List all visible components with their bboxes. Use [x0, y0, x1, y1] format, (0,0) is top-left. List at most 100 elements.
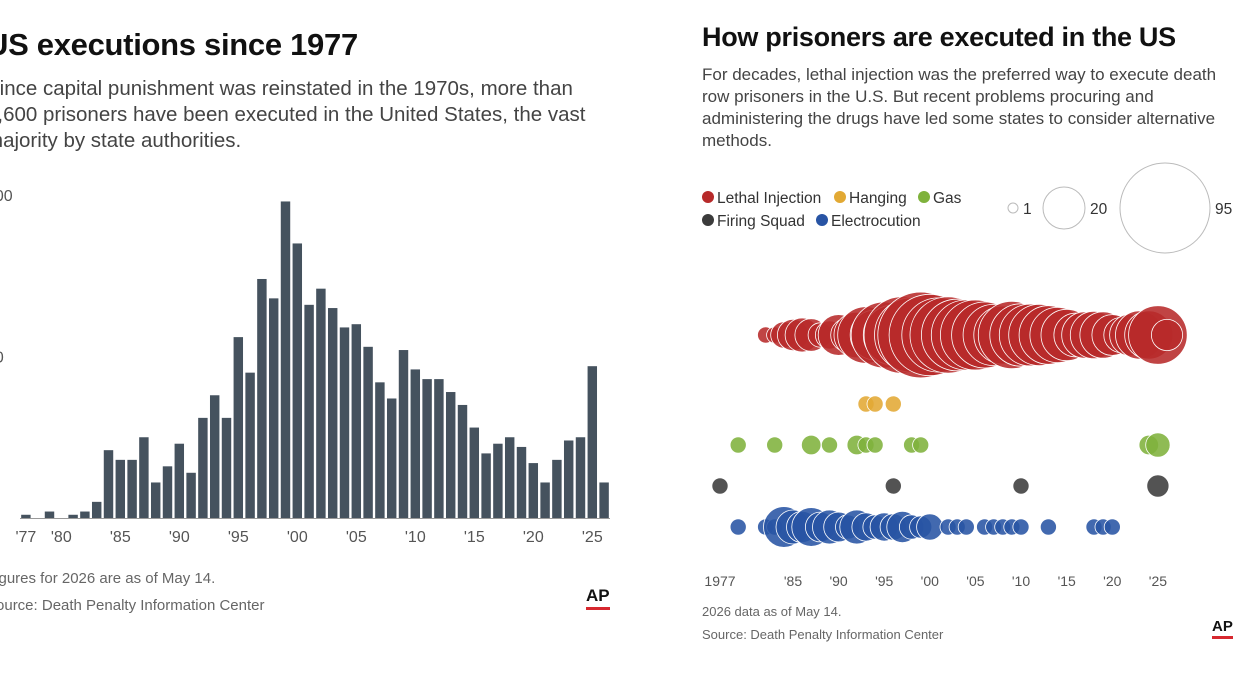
execution-methods-bubble-chart: Lethal Injection Hanging Gas Firing Squad El… [702, 162, 1232, 589]
bar-2009 [398, 350, 409, 518]
legend-label: Hanging [849, 190, 907, 207]
bar-2018 [504, 437, 515, 518]
bar-1979 [44, 511, 55, 518]
ap-logo: AP [586, 586, 610, 610]
bar-2010 [410, 369, 421, 518]
bar-2004 [339, 327, 350, 518]
x-tick-label: '00 [287, 529, 308, 546]
x-tick-label: 1977 [704, 573, 735, 589]
bubble-gas-1999 [912, 436, 930, 454]
bubble-lethal-injection-2026 [1150, 318, 1183, 351]
bar-1982 [80, 511, 90, 518]
y-tick-label: 100 [0, 188, 13, 205]
bar-1989 [162, 466, 173, 518]
legend-dot [834, 191, 846, 203]
bubble-firing-squad-2010 [1012, 477, 1030, 495]
bubble-firing-squad-1977 [711, 477, 729, 495]
bar-1993 [209, 395, 220, 518]
bubble-electrocution-2000 [916, 513, 944, 541]
bar-2019 [516, 446, 527, 518]
legend-label: Firing Squad [717, 213, 805, 230]
bar-2016 [481, 453, 491, 518]
x-tick-label: '05 [346, 529, 367, 546]
x-tick-label: '85 [784, 573, 802, 589]
right-source: Source: Death Penalty Information Center [702, 627, 944, 642]
bar-2006 [363, 346, 373, 518]
bar-2002 [316, 288, 326, 518]
x-tick-label: '15 [1058, 573, 1076, 589]
bar-1992 [198, 417, 208, 518]
bar-1983 [91, 501, 102, 518]
bar-2017 [493, 443, 503, 518]
bar-2013 [445, 392, 456, 518]
bar-1977 [21, 514, 31, 518]
x-tick-label: '20 [1103, 573, 1121, 589]
bubble-gas-1983 [766, 436, 784, 454]
legend-label: Electrocution [831, 213, 921, 230]
ap-logo-right: AP [1212, 618, 1233, 639]
bubble-electrocution-2020 [1103, 518, 1121, 536]
x-tick-label: '90 [169, 529, 190, 546]
legend-dot [702, 214, 714, 226]
bar-2003 [327, 308, 338, 518]
left-source: Source: Death Penalty Information Center [0, 597, 265, 614]
size-legend-label: 20 [1090, 201, 1108, 218]
executions-bar-chart: 50 100 '77 '80 '85 '90 '95 '00 '05 '10 '15 '20 '25 [0, 188, 610, 546]
bar-2022 [552, 459, 562, 518]
left-footnote: Figures for 2026 are as of May 14. [0, 570, 216, 587]
x-tick-label: '90 [829, 573, 847, 589]
legend-dot [918, 191, 930, 203]
bubble-gas-2025 [1145, 432, 1171, 458]
x-tick-label: '25 [582, 529, 603, 546]
bubble-hanging-1994 [866, 395, 884, 413]
bar-1997 [257, 278, 267, 518]
bar-1984 [103, 450, 114, 518]
x-tick-label: '95 [875, 573, 893, 589]
bubble-gas-1989 [820, 436, 838, 454]
y-tick-label: 50 [0, 350, 4, 367]
bar-2000 [292, 243, 303, 518]
bar-1981 [68, 514, 78, 518]
legend-label: Gas [933, 190, 962, 207]
x-tick-label: '20 [523, 529, 544, 546]
x-tick-label: '05 [966, 573, 984, 589]
x-tick-label: '10 [1012, 573, 1030, 589]
bar-1999 [280, 201, 291, 518]
size-legend-label: 95 [1215, 201, 1232, 218]
right-subtitle: For decades, lethal injection was the pr… [702, 65, 1217, 150]
bar-2008 [386, 398, 397, 518]
bar-1988 [150, 482, 161, 518]
size-legend-circle [1119, 162, 1211, 254]
bar-2020 [528, 463, 539, 518]
size-legend-label: 1 [1023, 201, 1032, 218]
x-tick-label: '77 [15, 529, 36, 546]
bubble-electrocution-2004 [957, 518, 975, 536]
bubble-gas-1987 [800, 434, 822, 456]
right-panel: How prisoners are executed in the US For… [690, 0, 1245, 700]
bubble-electrocution-2010 [1012, 518, 1030, 536]
x-tick-label: '95 [228, 529, 249, 546]
x-tick-label: '10 [405, 529, 426, 546]
bubble-hanging-1996 [884, 395, 902, 413]
legend-dot [816, 214, 828, 226]
bubble-firing-squad-2025 [1146, 474, 1170, 498]
bar-1990 [174, 443, 185, 518]
right-title: How prisoners are executed in the US [702, 22, 1176, 52]
x-tick-label: '25 [1149, 573, 1167, 589]
x-tick-label: '85 [110, 529, 131, 546]
bar-1985 [115, 459, 126, 518]
bar-2011 [422, 379, 432, 518]
right-footnote: 2026 data as of May 14. [702, 604, 842, 619]
bar-1994 [221, 417, 232, 518]
size-legend-circle [1042, 186, 1086, 230]
bubble-firing-squad-1996 [884, 477, 902, 495]
bar-1998 [268, 298, 279, 518]
size-legend-circle [1007, 202, 1019, 214]
bar-2007 [375, 382, 385, 518]
bar-2014 [457, 404, 468, 518]
bar-1995 [233, 337, 244, 518]
bar-2015 [469, 427, 480, 518]
bubble-gas-1994 [866, 436, 884, 454]
bar-2024 [575, 437, 586, 518]
bar-2012 [434, 379, 444, 518]
